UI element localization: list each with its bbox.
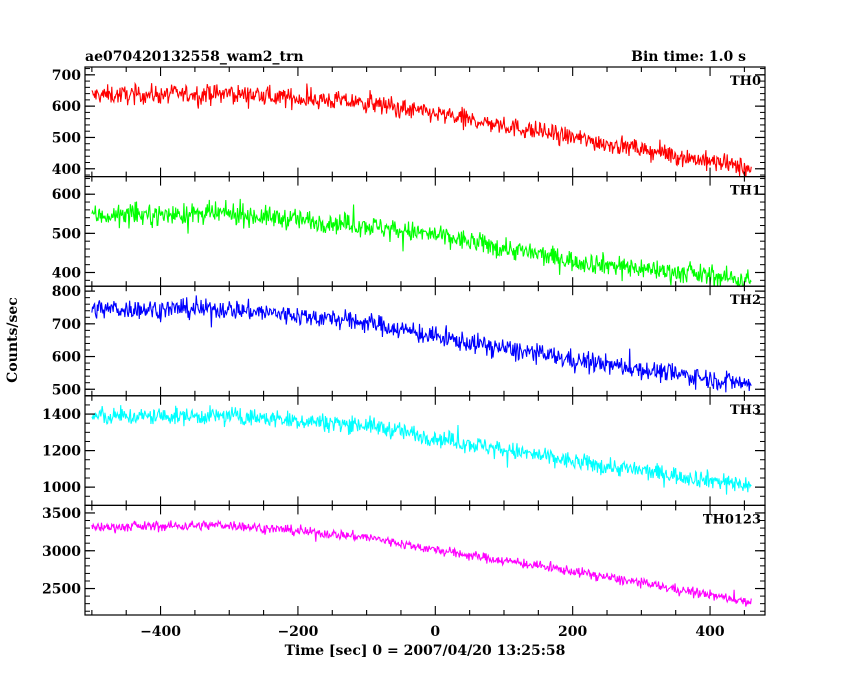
series-th1-line [91,198,752,287]
series-th2-line [91,295,752,393]
series-th0-line [91,81,752,177]
y-tick-label-th1-400: 400 [52,266,81,282]
bin-time-label: Bin time: 1.0 s [631,49,746,65]
panel-label-th0: TH0 [730,74,761,89]
y-tick-label-th0123-2500: 2500 [42,582,81,598]
y-tick-label-th2-700: 700 [52,317,81,333]
y-tick-label-th3-1400: 1400 [42,407,81,423]
y-tick-label-th1-600: 600 [52,187,81,203]
y-tick-label-th3-1200: 1200 [42,444,81,460]
y-tick-label-th2-500: 500 [52,382,81,398]
x-tick-label-200: 200 [558,624,587,640]
x-tick-label-0: 0 [430,624,440,640]
y-tick-label-th1-500: 500 [52,226,81,242]
y-axis-label: Counts/sec [5,297,21,383]
y-tick-label-th0-700: 700 [52,68,81,84]
x-axis-label: Time [sec] 0 = 2007/04/20 13:25:58 [285,643,566,659]
panel-label-th0123: TH0123 [703,512,761,527]
y-tick-label-th2-800: 800 [52,284,81,300]
y-tick-label-th3-1000: 1000 [42,480,81,496]
y-tick-label-th0123-3500: 3500 [42,506,81,522]
y-tick-label-th0-400: 400 [52,162,81,178]
panel-label-th3: TH3 [730,403,761,418]
series-th3-line [91,405,752,495]
panel-label-th1: TH1 [730,184,761,199]
panel-th0123-frame [84,504,766,616]
panel-label-th2: TH2 [730,293,761,308]
x-tick-label--200: −200 [277,624,318,640]
x-tick-label-400: 400 [695,624,724,640]
panels-group: TH0 400 500 600 700 TH1 400 500 600 TH2 500 600 700 8… [42,66,766,640]
y-tick-label-th0-500: 500 [52,130,81,146]
series-th0123-line [91,519,752,607]
y-tick-label-th2-600: 600 [52,350,81,366]
panel-th0-frame [84,66,766,178]
y-tick-label-th0123-3000: 3000 [42,544,81,560]
chart-title: ae070420132558_wam2_trn [85,49,304,65]
y-tick-label-th0-600: 600 [52,99,81,115]
x-tick-label--400: −400 [140,624,181,640]
